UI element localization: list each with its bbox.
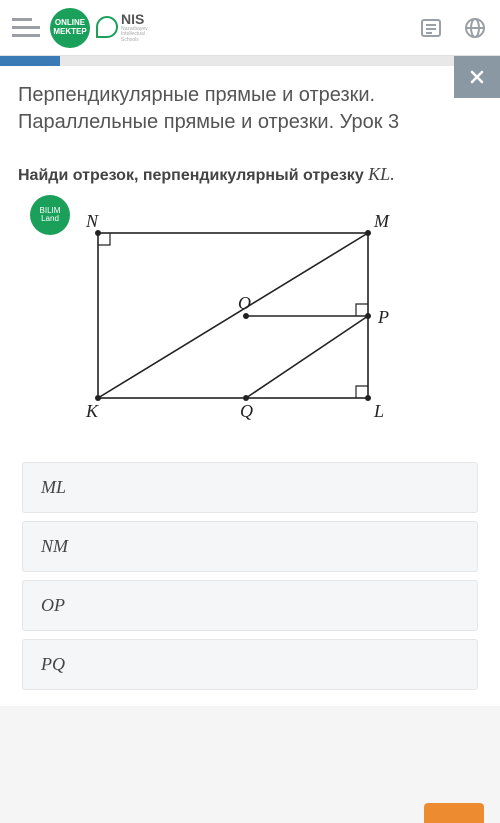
- bilim-line2: Land: [41, 215, 59, 223]
- question-prompt: Найди отрезок, перпендикулярный отрезку …: [18, 164, 482, 185]
- option-ml[interactable]: ML: [22, 462, 478, 513]
- nis-logo[interactable]: NIS Nazarbayev Intellectual Schools: [96, 12, 148, 44]
- svg-text:O: O: [238, 293, 251, 313]
- online-mektep-logo[interactable]: ONLINE MEKTEP: [50, 8, 90, 48]
- geometry-diagram: N M K L Q P O: [48, 203, 408, 433]
- menu-icon[interactable]: [12, 14, 40, 42]
- option-nm[interactable]: NM: [22, 521, 478, 572]
- svg-text:Q: Q: [240, 401, 253, 421]
- svg-text:L: L: [373, 401, 384, 421]
- close-icon: [467, 67, 487, 87]
- svg-text:N: N: [85, 211, 99, 231]
- lesson-content: Перпендикулярные прямые и отрезки. Парал…: [0, 66, 500, 706]
- progress-fill: [0, 56, 60, 66]
- contents-icon[interactable]: [418, 15, 444, 41]
- prompt-bold: Найди отрезок, перпендикулярный отрезку: [18, 167, 364, 184]
- svg-text:K: K: [85, 401, 99, 421]
- close-button[interactable]: [454, 56, 500, 98]
- option-op[interactable]: OP: [22, 580, 478, 631]
- logo-line2: MEKTEP: [53, 28, 86, 37]
- language-icon[interactable]: [462, 15, 488, 41]
- svg-text:P: P: [377, 307, 389, 327]
- answer-options: ML NM OP PQ: [18, 462, 482, 690]
- lesson-title: Перпендикулярные прямые и отрезки. Парал…: [18, 82, 438, 136]
- nis-main: NIS: [121, 12, 148, 27]
- app-header: ONLINE MEKTEP NIS Nazarbayev Intellectua…: [0, 0, 500, 56]
- next-button[interactable]: [424, 803, 484, 823]
- prompt-segment: KL.: [368, 164, 395, 184]
- svg-text:M: M: [373, 211, 390, 231]
- diagram-container: BILIM Land NMKLQPO: [18, 203, 418, 438]
- nis-swirl-icon: [96, 16, 118, 38]
- nis-sub3: Schools: [121, 38, 148, 44]
- option-pq[interactable]: PQ: [22, 639, 478, 690]
- progress-bar: [0, 56, 500, 66]
- bilim-land-badge: BILIM Land: [30, 195, 70, 235]
